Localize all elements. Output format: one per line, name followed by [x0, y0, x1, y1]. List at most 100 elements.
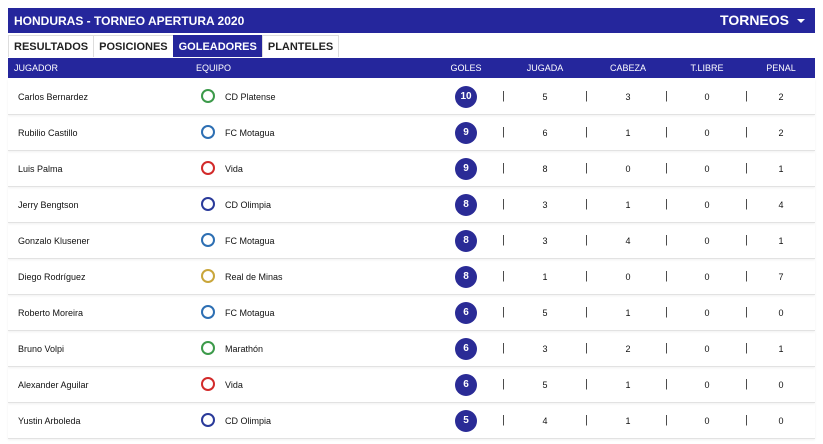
stat-value: 0: [625, 164, 631, 174]
table-row: Alexander Aguilar Vida 6 5 1 0 0 | | | |: [8, 367, 815, 403]
stat-value: 1: [625, 308, 631, 318]
tab[interactable]: PLANTELES: [261, 35, 340, 57]
player-name: Yustin Arboleda: [18, 416, 81, 426]
table-row: Gonzalo Klusener FC Motagua 8 3 4 0 1 | | | |: [8, 223, 815, 259]
player-name: Roberto Moreira: [18, 308, 84, 318]
stat-value: 5: [542, 308, 548, 318]
team-logo: [201, 377, 215, 391]
separator: |: [665, 306, 668, 318]
goals-badge: 8: [455, 194, 477, 216]
player-name: Carlos Bernardez: [18, 92, 89, 102]
column-header: T.LIBRE: [690, 63, 724, 73]
goals-badge: 10: [455, 86, 477, 108]
stat-value: 0: [704, 236, 710, 246]
goals-badge: 9: [455, 122, 477, 144]
separator: |: [665, 162, 668, 174]
player-name: Gonzalo Klusener: [18, 236, 90, 246]
team-logo: [201, 197, 215, 211]
stat-value: 0: [704, 344, 710, 354]
column-header: JUGADOR: [14, 63, 59, 73]
separator: |: [745, 90, 748, 102]
separator: |: [745, 378, 748, 390]
top-bar: HONDURAS - TORNEO APERTURA 2020 TORNEOS: [8, 8, 815, 33]
stat-value: 1: [778, 344, 784, 354]
separator: |: [665, 414, 668, 426]
goals-badge: 5: [455, 410, 477, 432]
table-row: Rubilio Castillo FC Motagua 9 6 1 0 2 | | | |: [8, 115, 815, 151]
player-name: Bruno Volpi: [18, 344, 65, 354]
separator: |: [665, 270, 668, 282]
separator: |: [585, 162, 588, 174]
separator: |: [502, 270, 505, 282]
separator: |: [585, 126, 588, 138]
page-title: HONDURAS - TORNEO APERTURA 2020: [14, 14, 245, 28]
stat-value: 1: [625, 128, 631, 138]
stat-value: 3: [542, 236, 548, 246]
goals-badge: 6: [455, 338, 477, 360]
team-name: Vida: [225, 380, 243, 390]
stat-value: 5: [542, 92, 548, 102]
separator: |: [502, 378, 505, 390]
stat-value: 4: [778, 200, 784, 210]
separator: |: [502, 90, 505, 102]
column-header: GOLES: [450, 63, 482, 73]
tournaments-menu[interactable]: TORNEOS: [720, 12, 805, 28]
separator: |: [665, 234, 668, 246]
team-logo: [201, 413, 215, 427]
stat-value: 6: [542, 128, 548, 138]
stat-value: 0: [778, 380, 784, 390]
stat-value: 3: [625, 92, 631, 102]
player-name: Diego Rodríguez: [18, 272, 86, 282]
goals-badge: 6: [455, 374, 477, 396]
table-row: Bruno Volpi Marathón 6 3 2 0 1 | | | |: [8, 331, 815, 367]
stat-value: 3: [542, 200, 548, 210]
separator: |: [502, 234, 505, 246]
separator: |: [585, 90, 588, 102]
player-name: Rubilio Castillo: [18, 128, 78, 138]
team-name: FC Motagua: [225, 308, 275, 318]
caret[interactable]: [797, 19, 805, 24]
team-name: FC Motagua: [225, 128, 275, 138]
table-row: Jerry Bengtson CD Olimpia 8 3 1 0 4 | | | |: [8, 187, 815, 223]
table-row: Diego Rodríguez Real de Minas 8 1 0 0 7 | | | |: [8, 259, 815, 295]
team-name: Vida: [225, 164, 243, 174]
tab[interactable]: POSICIONES: [93, 35, 174, 57]
player-name: Jerry Bengtson: [18, 200, 79, 210]
separator: |: [585, 306, 588, 318]
stat-value: 8: [542, 164, 548, 174]
stat-value: 0: [625, 272, 631, 282]
stat-value: 0: [778, 308, 784, 318]
stat-value: 2: [778, 92, 784, 102]
separator: |: [585, 270, 588, 282]
team-logo: [201, 305, 215, 319]
separator: |: [665, 198, 668, 210]
separator: |: [745, 234, 748, 246]
column-header: JUGADA: [526, 63, 564, 73]
goals-badge: 8: [455, 230, 477, 252]
tab[interactable]: RESULTADOS: [8, 35, 95, 57]
table-header: JUGADOR EQUIPO GOLES JUGADA CABEZA T.LIBRE PEN…: [8, 58, 815, 78]
separator: |: [585, 378, 588, 390]
stat-value: 0: [704, 128, 710, 138]
team-logo: [201, 125, 215, 139]
goals-badge: 9: [455, 158, 477, 180]
stat-value: 0: [704, 272, 710, 282]
separator: |: [745, 270, 748, 282]
table-row: Yustin Arboleda CD Olimpia 5 4 1 0 0 | | | |: [8, 403, 815, 439]
menu-label[interactable]: TORNEOS: [720, 12, 789, 28]
tab[interactable]: GOLEADORES: [172, 35, 263, 57]
separator: |: [502, 414, 505, 426]
team-name: CD Olimpia: [225, 200, 272, 210]
separator: |: [585, 342, 588, 354]
separator: |: [502, 162, 505, 174]
column-header: PENAL: [766, 63, 796, 73]
separator: |: [665, 342, 668, 354]
stat-value: 4: [625, 236, 631, 246]
stat-value: 1: [625, 380, 631, 390]
stat-value: 1: [625, 200, 631, 210]
separator: |: [502, 306, 505, 318]
team-logo: [201, 89, 215, 103]
team-name: FC Motagua: [225, 236, 275, 246]
stat-value: 0: [704, 200, 710, 210]
stat-value: 7: [778, 272, 784, 282]
